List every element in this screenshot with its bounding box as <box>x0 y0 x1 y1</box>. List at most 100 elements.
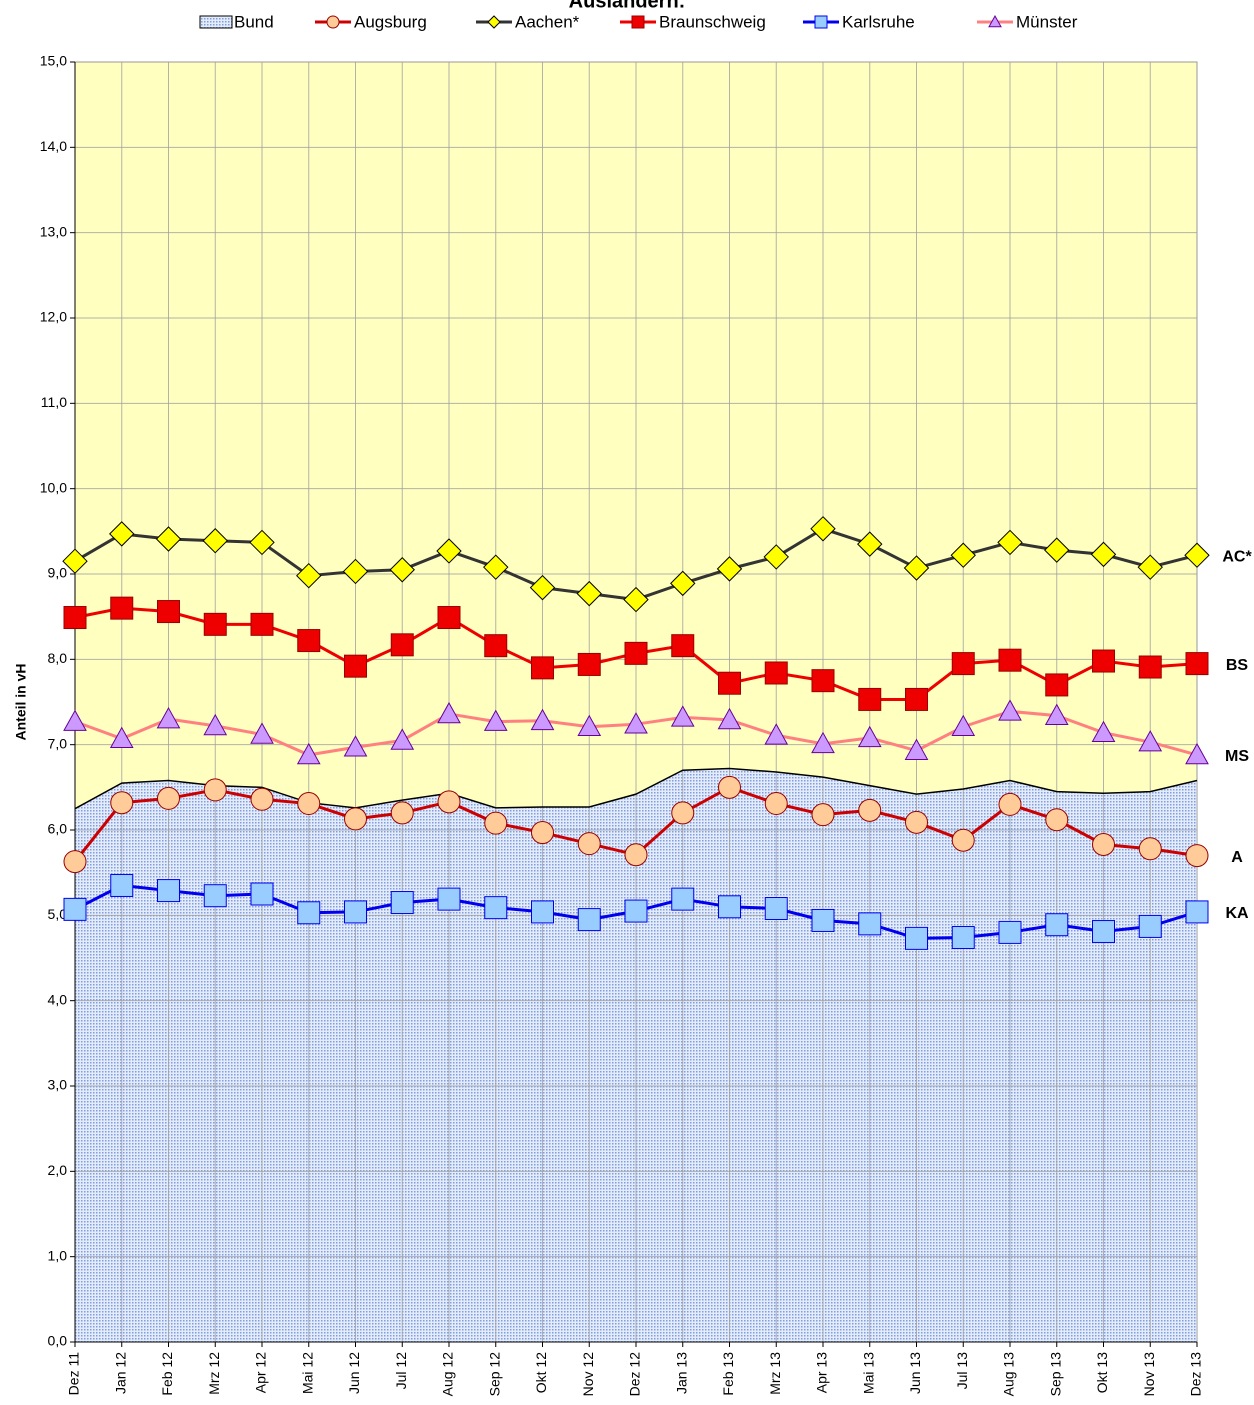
end-label: MS <box>1225 748 1249 765</box>
legend-label: Karlsruhe <box>842 12 915 31</box>
legend-swatch <box>199 15 233 29</box>
marker <box>718 895 741 919</box>
end-label: BS <box>1226 657 1249 674</box>
marker <box>202 528 228 554</box>
marker <box>436 538 462 564</box>
marker <box>903 555 930 581</box>
marker <box>904 738 929 760</box>
marker <box>296 742 321 765</box>
marker <box>951 652 975 676</box>
marker <box>624 641 648 665</box>
marker <box>1090 541 1117 568</box>
x-tick-label: Dez 13 <box>1188 1352 1204 1397</box>
x-tick-label: Nov 12 <box>580 1352 596 1397</box>
marker <box>576 580 602 607</box>
marker <box>764 792 788 816</box>
y-tick-label: 15,0 <box>40 53 67 69</box>
marker <box>1045 673 1069 697</box>
marker <box>297 792 321 816</box>
x-tick-label: Sep 12 <box>486 1352 502 1397</box>
marker <box>905 810 928 834</box>
marker <box>1138 914 1162 938</box>
marker <box>1092 649 1115 673</box>
y-tick-label: 4,0 <box>48 991 68 1007</box>
x-tick-label: Dez 12 <box>627 1352 643 1397</box>
marker <box>1091 720 1116 743</box>
marker <box>670 705 695 727</box>
marker <box>63 709 87 731</box>
marker <box>716 556 743 582</box>
marker <box>437 887 461 911</box>
x-tick-label: Nov 13 <box>1141 1352 1157 1397</box>
marker <box>1092 833 1115 857</box>
marker <box>764 723 789 745</box>
marker <box>156 707 181 729</box>
marker <box>577 652 601 676</box>
x-tick-label: Okt 13 <box>1094 1352 1110 1393</box>
x-tick-label: Apr 13 <box>814 1352 830 1393</box>
marker <box>858 798 882 822</box>
marker <box>1092 920 1115 944</box>
marker <box>1045 913 1069 937</box>
x-tick-label: Jan 13 <box>673 1352 689 1394</box>
marker <box>296 562 322 589</box>
marker <box>718 671 741 695</box>
legend-item: Aachen* <box>476 12 580 31</box>
marker <box>623 586 649 613</box>
marker <box>484 896 508 920</box>
marker <box>344 654 367 678</box>
marker <box>577 908 601 932</box>
marker <box>484 634 508 658</box>
marker <box>484 811 508 835</box>
legend-marker <box>988 14 1002 28</box>
x-tick-label: Jun 13 <box>907 1352 923 1394</box>
legend-item: Münster <box>977 12 1078 31</box>
y-tick-label: 5,0 <box>48 906 68 922</box>
y-tick-label: 7,0 <box>48 735 68 751</box>
marker <box>530 708 555 731</box>
y-tick-label: 13,0 <box>40 223 67 239</box>
marker <box>297 901 321 925</box>
legend-item: Braunschweig <box>620 12 766 31</box>
marker <box>203 884 227 908</box>
marker <box>624 843 648 867</box>
x-tick-label: Jul 12 <box>393 1352 409 1390</box>
marker <box>811 731 835 754</box>
marker <box>62 548 88 574</box>
marker <box>671 634 695 658</box>
legend-item: Karlsruhe <box>803 12 915 31</box>
x-tick-label: Mai 13 <box>860 1352 876 1394</box>
marker <box>390 728 415 750</box>
marker <box>1185 844 1209 868</box>
y-tick-label: 0,0 <box>48 1333 68 1349</box>
marker <box>858 912 882 936</box>
marker <box>951 714 976 737</box>
y-tick-label: 1,0 <box>48 1247 68 1263</box>
marker <box>249 529 275 556</box>
marker <box>390 891 414 915</box>
marker <box>437 701 461 724</box>
marker <box>250 612 274 636</box>
marker <box>483 554 509 580</box>
legend-marker <box>487 15 501 29</box>
end-label: AC* <box>1222 548 1252 565</box>
area-outline <box>74 767 1198 810</box>
marker <box>531 821 554 845</box>
marker <box>110 791 134 815</box>
marker <box>155 526 182 552</box>
marker <box>998 699 1022 721</box>
x-tick-label: Jun 12 <box>346 1352 362 1394</box>
marker <box>905 926 928 950</box>
marker <box>63 606 87 630</box>
marker <box>1138 837 1162 861</box>
marker <box>764 897 788 921</box>
marker <box>1185 652 1209 676</box>
marker <box>531 656 554 680</box>
y-tick-label: 11,0 <box>41 394 67 410</box>
marker <box>157 786 180 810</box>
x-tick-label: Aug 13 <box>1001 1352 1017 1397</box>
marker <box>203 713 228 736</box>
marker <box>1138 730 1163 752</box>
legend-marker <box>814 15 828 29</box>
